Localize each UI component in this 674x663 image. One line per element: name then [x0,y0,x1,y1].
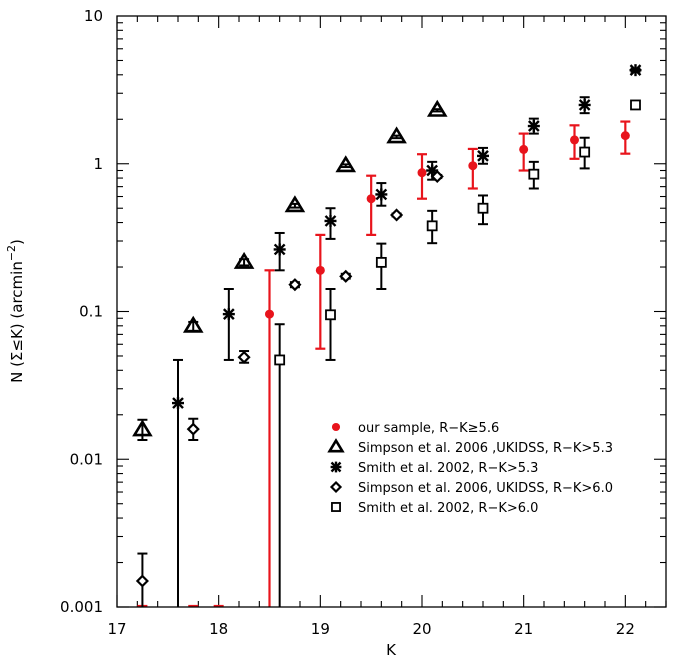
x-axis-title: K [386,641,397,659]
plot-frame [116,15,667,608]
data-group [132,64,642,608]
data-point [519,144,529,154]
data-point [570,135,579,145]
x-tick-label: 22 [616,620,635,638]
series-group [132,99,448,441]
y-tick-label: 0.1 [79,303,103,321]
data-point [375,188,388,201]
data-point [233,251,255,269]
data-point [528,168,540,180]
data-point [265,309,274,319]
legend-label: Smith et al. 2002, R−K>6.0 [358,501,538,516]
series-group [172,64,642,607]
y-tick-label: 1 [93,155,103,173]
data-point [330,461,342,473]
y-axis-title: N (Σ≤K) (arcmin−2) [5,239,26,383]
data-point [468,161,478,171]
data-point [630,99,641,111]
series-group [135,169,444,607]
legend-label: Simpson et al. 2006 ,UKIDSS, R−K>5.3 [358,441,613,456]
data-point [375,256,387,268]
x-tick-label: 18 [209,620,228,638]
data-point [339,269,353,283]
series-group [137,120,631,608]
y-tick-label: 0.01 [70,450,103,468]
data-point [182,315,204,333]
data-point [222,308,235,321]
data-point [315,265,325,275]
y-tick-label: 10 [84,7,103,25]
x-tick-label: 20 [412,620,431,638]
axes-group: 17 18 19 20 21 22 0.001 0.01 0.1 1 10 [60,7,667,638]
series-group [274,99,641,607]
data-point [527,120,540,133]
data-point [331,502,341,512]
data-point [186,422,200,436]
data-point [426,99,448,117]
data-point [237,350,251,364]
data-point [426,220,438,232]
x-tick-label: 19 [311,620,330,638]
data-point [325,309,336,321]
data-point [135,574,149,588]
y-axis-title-main: N (Σ≤K) (arcmin [8,261,26,383]
legend-label: our sample, R−K≥5.6 [358,421,499,436]
legend: our sample, R−K≥5.6 Simpson et al. 2006 ,… [327,421,613,516]
data-point [327,438,345,453]
data-point [172,397,184,410]
data-point [629,64,642,77]
y-axis-title-close: ) [8,239,26,245]
data-point [329,480,343,494]
data-point [132,419,153,437]
data-point [390,208,404,222]
data-point [284,195,306,213]
y-tick-label: 0.001 [60,598,103,616]
data-point [324,214,337,227]
x-tick-label: 17 [107,620,126,638]
data-point [274,354,286,366]
data-point [579,146,591,158]
data-point [288,278,302,292]
legend-label: Smith et al. 2002, R−K>5.3 [358,461,538,476]
data-point [331,422,341,432]
data-point [335,155,357,173]
y-axis-title-exponent: −2 [5,245,18,261]
data-point [417,168,427,178]
data-point [386,126,407,144]
x-tick-label: 21 [514,620,533,638]
data-point [477,202,489,214]
legend-label: Simpson et al. 2006, UKIDSS, R−K>6.0 [358,481,613,496]
data-point [273,243,286,256]
data-point [578,98,591,111]
data-point [430,169,444,184]
data-point [477,149,489,162]
data-point [366,194,376,204]
data-point [620,131,630,141]
